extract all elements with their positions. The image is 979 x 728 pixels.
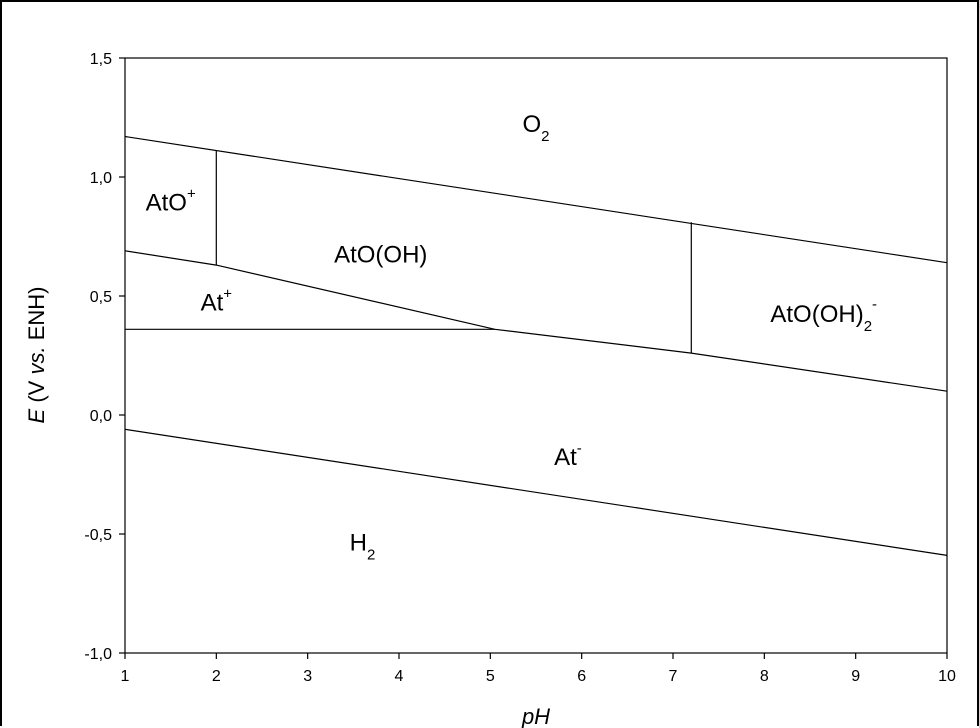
region-label: AtO(OH) — [334, 242, 427, 269]
y-axis-title-symbol: E — [24, 408, 49, 423]
plot-area — [124, 57, 948, 654]
boundary-line — [124, 428, 948, 556]
x-tick-label: 9 — [851, 668, 860, 685]
y-tick-label: 0,5 — [90, 289, 112, 306]
boundary-lines — [124, 135, 948, 556]
y-axis-title-unit: (V — [24, 375, 49, 409]
region-label: AtO+ — [146, 185, 196, 216]
x-tick-label: 6 — [577, 668, 586, 685]
x-tick-label: 2 — [212, 668, 221, 685]
y-tick-label: -0,5 — [84, 527, 112, 544]
x-axis-title: pH — [521, 704, 550, 728]
x-tick-label: 7 — [669, 668, 678, 685]
y-axis-title-ref: ENH) — [24, 287, 49, 347]
x-tick-label: 4 — [395, 668, 404, 685]
y-tick-label: 1,0 — [90, 170, 112, 187]
y-axis-title-vs: vs. — [24, 346, 49, 374]
x-tick-label: 8 — [760, 668, 769, 685]
x-tick-label: 1 — [121, 668, 130, 685]
region-label: At- — [554, 440, 582, 471]
x-tick-label: 3 — [303, 668, 312, 685]
region-label: AtO(OH)2- — [770, 296, 877, 335]
y-tick-label: 0,0 — [90, 408, 112, 425]
y-tick-label: -1,0 — [84, 646, 112, 663]
boundary-line — [124, 135, 948, 264]
region-label: O2 — [522, 111, 549, 145]
x-tick-label: 10 — [938, 668, 956, 685]
region-labels: O2 AtO+ AtO(OH) At+ AtO(OH)2- At- H2 — [146, 111, 877, 564]
region-label: At+ — [201, 285, 233, 316]
region-label: H2 — [350, 530, 376, 564]
axis-ticks: 1 2 3 4 5 6 7 8 9 10 1,5 1,0 0,5 0,0 -0,5 -1,0 — [84, 51, 956, 685]
y-tick-label: 1,5 — [90, 51, 112, 68]
x-tick-label: 5 — [486, 668, 495, 685]
y-axis-title: E (V vs. ENH) — [24, 287, 49, 424]
